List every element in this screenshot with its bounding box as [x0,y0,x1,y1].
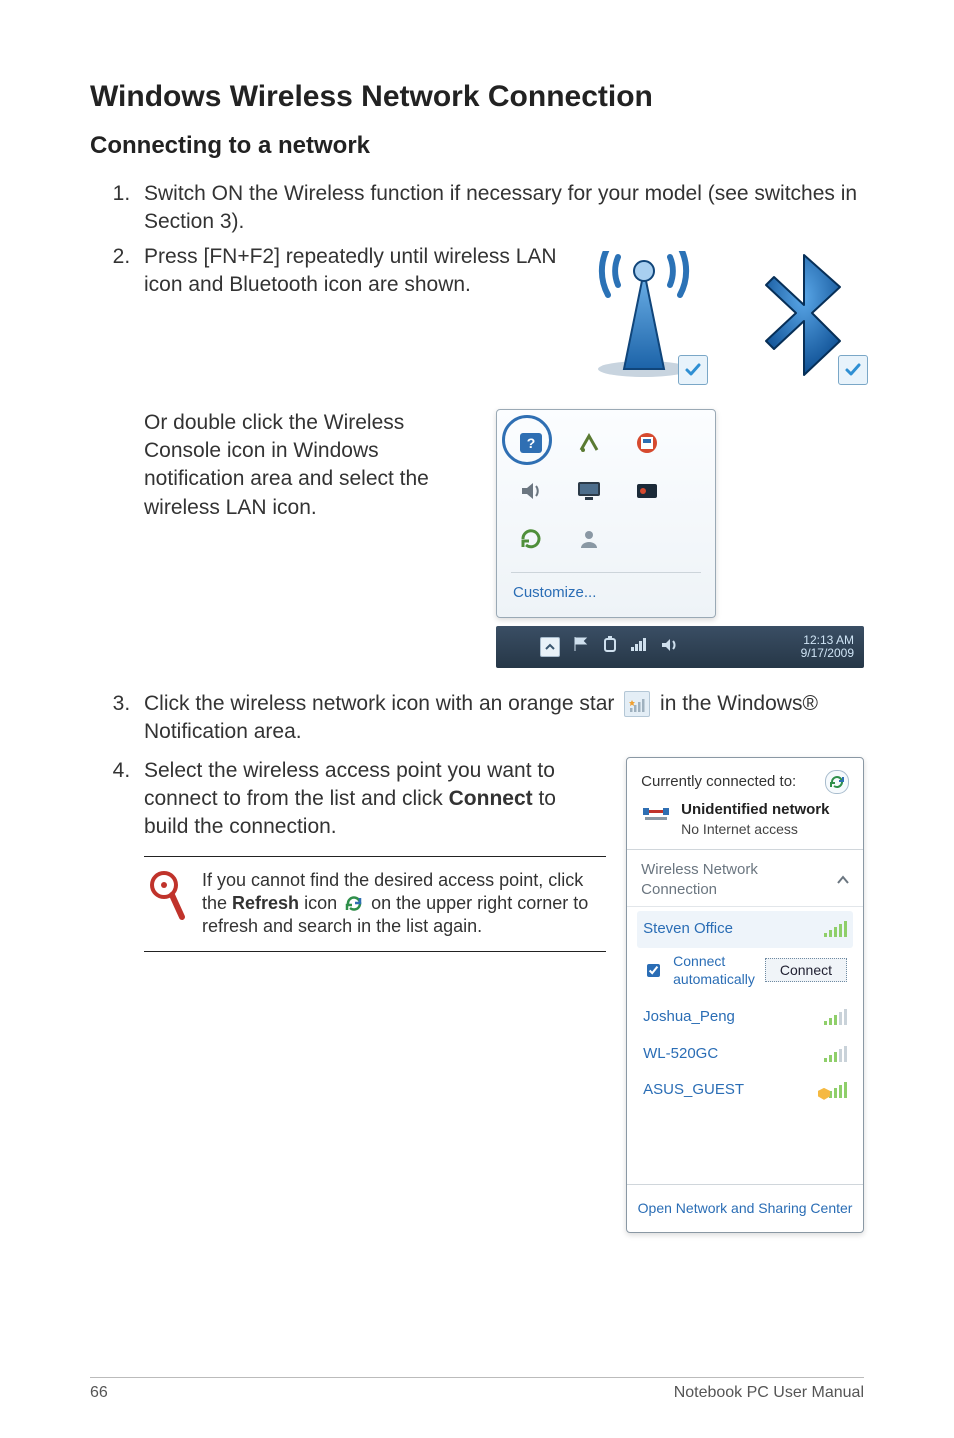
clock-date: 9/17/2009 [801,647,854,660]
open-network-center-link[interactable]: Open Network and Sharing Center [627,1184,863,1232]
tray-popup: ? [496,409,716,618]
power-icon[interactable] [602,633,618,661]
ident-name: Unidentified network [681,800,829,820]
bt-check-badge [838,355,868,385]
step-4-bold: Connect [449,787,533,810]
sub-title: Connecting to a network [90,132,864,160]
wifi-item-selected[interactable]: Steven Office [637,911,853,947]
flyout-currently-label: Currently connected to: [641,772,796,792]
wifi-ssid: ASUS_GUEST [643,1080,744,1100]
network-tray-icon[interactable] [630,633,648,661]
tip-b: Refresh [232,893,299,913]
signal-shield-icon [824,1082,847,1098]
svg-text:?: ? [527,435,536,451]
tip-text: If you cannot find the desired access po… [202,869,602,939]
steps-list: Switch ON the Wireless function if neces… [90,180,864,1233]
tray-expand-icon[interactable] [540,637,560,657]
security-alert-icon[interactable] [634,431,660,455]
wifi-item-selected-sub: Connect automatically Connect [637,948,853,1000]
flyout-section-label: Wireless Network Connection [641,860,837,901]
tip-box: If you cannot find the desired access po… [144,856,606,952]
step-4: Select the wireless access point you wan… [136,757,864,1233]
user-icon[interactable] [576,527,602,551]
volume-icon[interactable] [518,479,544,503]
doc-title: Notebook PC User Manual [674,1384,864,1402]
tray-customize-link[interactable]: Customize... [511,572,701,611]
status-icons [584,243,864,381]
inline-refresh-icon [345,895,363,913]
step-1: Switch ON the Wireless function if neces… [136,180,864,237]
flyout-list: Steven Office Connect automatically Conn… [627,907,863,1184]
wifi-ssid-selected: Steven Office [643,919,733,939]
tip-c: icon [299,893,342,913]
connect-button[interactable]: Connect [765,958,847,982]
wifi-ssid: WL-520GC [643,1044,718,1064]
ime-icon[interactable] [576,431,602,455]
signal-icon [824,921,847,937]
wifi-item[interactable]: Joshua_Peng [637,999,853,1035]
bluetooth-status-icon [744,251,864,381]
network-ident-icon [641,800,671,832]
ident-sub: No Internet access [681,820,829,839]
wifi-item[interactable]: ASUS_GUEST [637,1072,853,1108]
wifi-ssid: Joshua_Peng [643,1007,735,1027]
wlan-status-icon [584,251,704,381]
auto-connect-checkbox[interactable] [647,964,660,977]
flag-icon[interactable] [572,633,590,661]
signal-icon [824,1009,847,1025]
auto-connect-label: Connect automatically [673,952,755,990]
page-number: 66 [90,1384,108,1402]
wlan-check-badge [678,355,708,385]
wireless-console-icon[interactable]: ? [518,431,544,455]
step-1-text: Switch ON the Wireless function if neces… [144,182,857,233]
taskbar: 12:13 AM 9/17/2009 [496,626,864,668]
taskbar-clock[interactable]: 12:13 AM 9/17/2009 [801,634,854,660]
step-2: Press [FN+F2] repeatedly until wireless … [136,243,864,668]
closed-tray-icon[interactable] [634,479,660,503]
signal-icon [824,1046,847,1062]
step-2b-text: Or double click the Wireless Console ico… [144,411,429,519]
page-title: Windows Wireless Network Connection [90,80,864,114]
network-flyout: Currently connected to: [626,757,864,1233]
tray-area: ? [484,409,864,668]
page-footer: 66 Notebook PC User Manual [90,1377,864,1402]
step-2-text: Press [FN+F2] repeatedly until wireless … [144,245,557,296]
step-3-text-a: Click the wireless network icon with an … [144,692,620,715]
monitor-icon[interactable] [576,479,602,503]
mini-wifi-star-icon [624,691,650,717]
sync-icon[interactable] [518,527,544,551]
magnifier-icon [148,869,188,927]
collapse-icon[interactable] [837,871,849,890]
step-3: Click the wireless network icon with an … [136,690,864,747]
wifi-item[interactable]: WL-520GC [637,1036,853,1072]
volume-tray-icon[interactable] [660,633,678,661]
clock-time: 12:13 AM [801,634,854,647]
flyout-refresh-button[interactable] [825,770,849,794]
